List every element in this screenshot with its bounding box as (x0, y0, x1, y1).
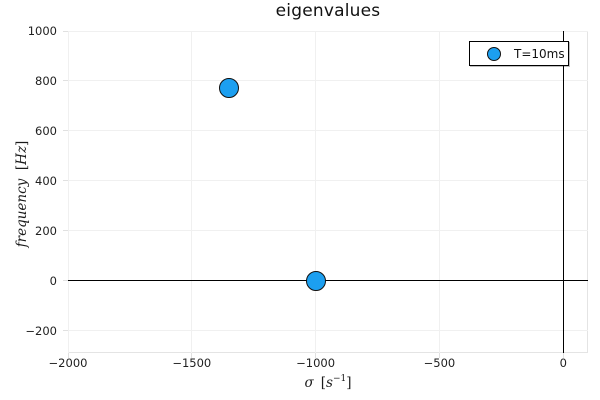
x-axis-unit-close-bracket: ] (346, 375, 352, 391)
gridline-vertical (67, 31, 69, 353)
y-tick-mark (63, 80, 68, 82)
y-axis-label: frequency [Hz] (14, 84, 32, 304)
x-tick-mark (67, 353, 69, 358)
y-axis-unit-close-bracket: ] (14, 140, 30, 146)
y-tick-label: 400 (35, 173, 57, 188)
legend-marker-circle-icon (487, 46, 501, 61)
data-point (305, 270, 326, 291)
vline-zero (562, 31, 564, 353)
gridline-horizontal (68, 180, 588, 182)
y-tick-mark (63, 330, 68, 332)
x-tick-mark (562, 353, 564, 358)
plot-area (68, 31, 588, 353)
gridline-horizontal (68, 80, 588, 82)
gridline-horizontal (68, 330, 588, 332)
y-tick-label: 200 (35, 223, 57, 238)
y-tick-label: 800 (35, 73, 57, 88)
y-axis-unit-open-bracket: [ (14, 164, 30, 171)
x-axis-unit-exponent: −1 (332, 374, 347, 384)
x-tick-label: 0 (559, 356, 567, 370)
y-tick-mark (63, 180, 68, 182)
gridline-horizontal (68, 130, 588, 132)
y-tick-label: 0 (49, 273, 57, 288)
y-tick-mark (63, 130, 68, 132)
x-axis-unit: s (326, 375, 333, 391)
x-tick-label: −1000 (296, 356, 336, 370)
gridline-vertical (315, 31, 317, 353)
legend: T=10ms (469, 41, 569, 66)
y-tick-mark (63, 280, 68, 282)
x-tick-mark (438, 353, 440, 358)
chart-title: eigenvalues (275, 1, 381, 21)
gridline-vertical (191, 31, 193, 353)
x-tick-label: −500 (423, 356, 456, 370)
x-axis-label: σ [s−1] (68, 374, 588, 391)
x-tick-mark (191, 353, 193, 358)
y-tick-mark (63, 230, 68, 232)
gridline-vertical (438, 31, 440, 353)
x-tick-label: −1500 (172, 356, 212, 370)
x-tick-label: −2000 (48, 356, 88, 370)
hline-zero (68, 280, 588, 282)
y-tick-label: −200 (25, 323, 57, 338)
y-axis-unit: Hz (14, 145, 30, 165)
legend-entry-label: T=10ms (514, 46, 565, 61)
gridline-horizontal (68, 30, 588, 32)
y-tick-mark (63, 30, 68, 32)
data-point (218, 78, 239, 99)
gridline-horizontal (68, 230, 588, 232)
x-tick-mark (315, 353, 317, 358)
x-axis-unit-open-bracket: [ (320, 375, 326, 391)
x-axis-symbol: σ (304, 375, 314, 391)
y-tick-label: 600 (35, 123, 57, 138)
y-tick-label: 1000 (27, 24, 57, 38)
